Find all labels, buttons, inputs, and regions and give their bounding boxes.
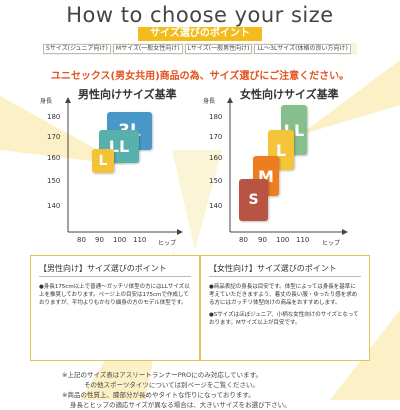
size-tag: Sサイズ(ジュニア向け) [43,44,111,54]
men-advice-text: ●身長175cm以上で普通〜ガッチリ体型の方にはLLサイズ以上を推奨しております… [39,284,190,306]
women-y-label: 身長 [203,98,216,105]
page-title: How to choose your size [66,3,334,27]
men-y-tick: 170 [47,133,61,141]
men-x-tick: 110 [133,236,147,244]
women-advice-text: ●商品表記の身長は目安です。体型によっては身長を基準に考えていただきますよう、着… [209,284,358,306]
women-y-tick: 180 [209,113,223,121]
women-size-label: L [275,140,287,160]
women-chart-title: 女性向けサイズ基準 [240,88,339,101]
men-y-tick: 140 [47,202,61,210]
women-y-tick: 160 [209,154,223,162]
women-size-s-box: S [239,179,268,221]
men-x-label: ヒップ [158,240,177,247]
footer-line: その他スポーツタイツについては別ページをご覧ください。 [84,381,259,389]
men-y-tick: 180 [47,113,61,121]
women-size-label: S [248,192,259,208]
men-x-tick: 100 [113,236,127,244]
men-x-tick: 80 [77,236,86,244]
women-advice-text: ●Sサイズはほぼジュニア、小柄な女性向けのサイズとなっております。Mサイズ以上が… [209,312,359,326]
men-y-label: 身長 [40,98,53,105]
page-subtitle: サイズ選びのポイント [138,27,262,41]
women-x-tick: 110 [296,236,310,244]
women-chart-axes [227,97,348,235]
men-size-label: L [98,153,108,169]
women-x-label: ヒップ [322,240,341,247]
footer-line: 身長とヒップの適応サイズが異なる場合は、大きいサイズをお選び下さい。 [70,401,291,409]
women-advice-heading: 【女性向け】サイズ選びのポイント [209,263,361,277]
women-x-tick: 100 [276,236,290,244]
men-y-tick: 160 [47,154,61,162]
size-tag: Lサイズ(一般男性向け) [184,44,253,54]
men-y-tick: 150 [47,177,61,185]
men-advice-panel: 【男性向け】サイズ選びのポイント ●身長175cm以上で普通〜ガッチリ体型の方に… [30,255,200,361]
men-x-tick: 90 [95,236,104,244]
women-advice-panel: 【女性向け】サイズ選びのポイント ●商品表記の身長は目安です。体型によっては身長… [200,255,370,361]
men-size-l-box: L [92,149,114,173]
men-chart-title: 男性向けサイズ基準 [78,88,177,101]
women-y-tick: 150 [209,177,223,185]
unisex-notice: ユニセックス(男女共用)商品の為、サイズ選びにご注意ください。 [50,71,350,82]
size-tag: LL〜3Lサイズ(体格の良い方向け) [254,44,351,54]
women-x-tick: 90 [258,236,267,244]
footer-line: ※商品の性質上、膝部分が長めやタイトな作りになっております。 [62,391,255,399]
women-x-tick: 80 [239,236,248,244]
women-y-tick: 140 [209,202,223,210]
men-advice-heading: 【男性向け】サイズ選びのポイント [39,263,191,277]
men-chart-axes [65,97,183,235]
women-y-tick: 170 [209,133,223,141]
footer-line: ※上記のサイズ表はアスリートランナーPROにのみ対応しています。 [62,371,262,379]
size-tag: Mサイズ(一般女性向け) [112,44,183,54]
size-tag-bar: Sサイズ(ジュニア向け) Mサイズ(一般女性向け) Lサイズ(一般男性向け) L… [43,43,357,55]
